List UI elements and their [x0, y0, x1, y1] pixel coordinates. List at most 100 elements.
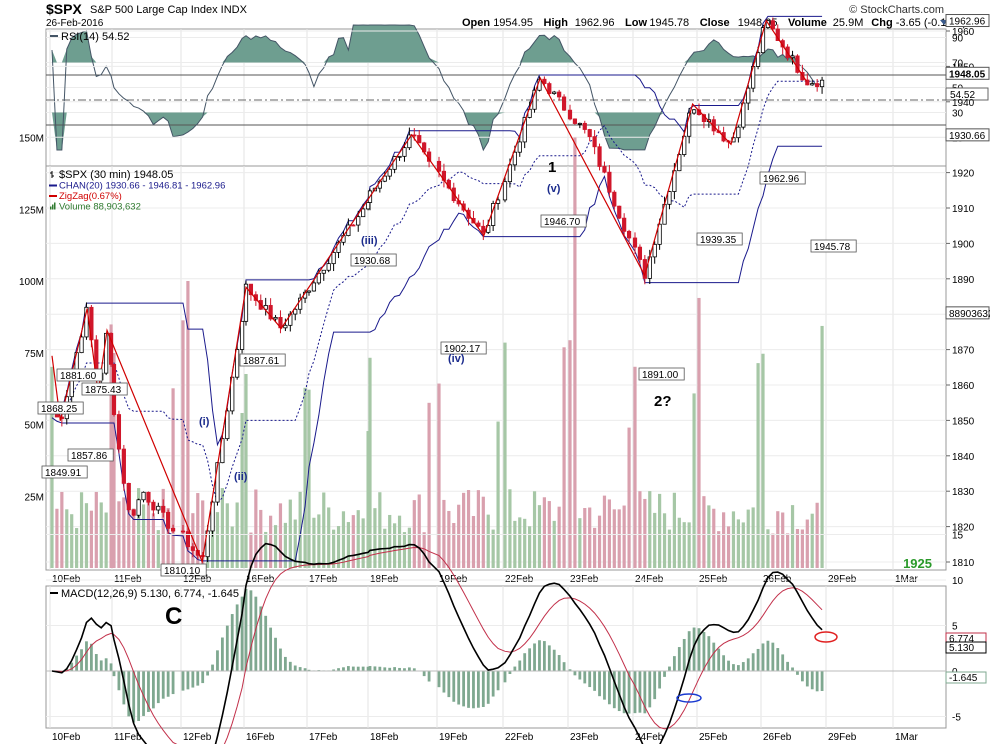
volume-bar: [303, 387, 307, 568]
macd-hist-bar: [800, 671, 804, 682]
pivot-label-box: [67, 448, 114, 462]
price-tick-label: 1940: [952, 98, 975, 109]
volume-bar: [317, 514, 321, 568]
macd-wave-letter: C: [165, 603, 182, 630]
volume-bar: [166, 508, 170, 568]
macd-hist-bar: [283, 656, 287, 671]
candle-body: [736, 126, 741, 139]
volume-bar: [677, 517, 681, 568]
macd-frame: [45, 585, 947, 729]
macd-hist-bar: [403, 668, 406, 671]
candle-body: [677, 154, 682, 172]
macd-hist-bar: [578, 671, 582, 680]
macd-hist-bar: [547, 645, 551, 671]
candle-body: [116, 414, 122, 450]
x-axis-lower: 10Feb 11Feb 12Feb 16Feb 17Feb 18Feb 19Feb 22Feb…: [52, 732, 918, 743]
candle-body: [151, 501, 156, 511]
macd-hist-bar: [293, 665, 297, 671]
pivot-label: 1945.78: [814, 242, 851, 253]
candle-body: [356, 216, 361, 226]
price-tick-label: 1870: [952, 346, 975, 357]
price-badge-text: 1930.66: [949, 131, 986, 142]
macd-hist-bar: [279, 648, 282, 671]
volume-bar: [653, 512, 657, 568]
candle-body: [239, 320, 245, 350]
volume-bar: [60, 491, 64, 568]
volume-bar: [800, 529, 804, 568]
volume-bar: [388, 514, 392, 568]
macd-hist-bar: [201, 671, 205, 684]
volume-bar: [79, 492, 84, 568]
price-tick-label: 1910: [952, 204, 975, 215]
macd-hist-bar: [89, 643, 93, 671]
candle-body: [436, 160, 442, 172]
candle-body: [587, 129, 592, 138]
volume-icon: [50, 206, 52, 210]
macd-legend-text: MACD(12,26,9) 5.130, 6.774, -1.645: [61, 588, 239, 600]
candle-body: [131, 509, 136, 516]
rsi-tick-label: 30: [952, 109, 964, 120]
macd-hist-bar: [476, 671, 480, 708]
candle-body: [577, 122, 582, 125]
candle-body: [235, 349, 240, 378]
rsi-legend: RSI(14) 54.52: [50, 31, 129, 43]
macd-hist-bar: [94, 654, 98, 671]
candle-body: [161, 505, 166, 513]
volume-bar: [486, 514, 490, 568]
candle-body: [248, 283, 254, 296]
volume-bar: [687, 522, 691, 568]
macd-hist-bar: [109, 663, 113, 671]
x-tick-label: 23Feb: [570, 732, 599, 743]
ohlc-value-0: 1954.95: [493, 17, 533, 29]
candle-body: [321, 269, 326, 274]
volume-bar: [65, 509, 69, 568]
macd-hist-bar: [383, 667, 387, 671]
volume-bar: [717, 531, 721, 568]
candle-body: [626, 230, 632, 239]
volume-bar: [741, 522, 745, 568]
volume-bar: [692, 393, 696, 568]
ohlc-label-0: Open: [462, 17, 490, 29]
macd-hist-bar: [796, 671, 799, 675]
macd-hist-bar: [607, 671, 611, 705]
candle-body: [361, 208, 366, 218]
macd-hist-bar: [672, 656, 676, 671]
volume-bar: [346, 522, 350, 568]
ohlc-label-2: Low: [625, 17, 647, 29]
pivot-label: 1939.35: [700, 235, 737, 246]
macd-hist-bar: [161, 671, 165, 699]
macd-badge: [945, 671, 987, 684]
macd-tick-label: 5: [952, 622, 958, 633]
volume-tick-label: 125M: [19, 205, 44, 216]
macd-hist-bar: [366, 666, 370, 671]
candle-body: [412, 134, 417, 137]
volume-bar: [491, 529, 495, 568]
macd-hist-bar: [122, 671, 126, 705]
volume-bar: [402, 532, 407, 568]
volume-bar: [781, 512, 785, 568]
macd-hist-bar: [220, 637, 224, 671]
volume-bar: [293, 519, 297, 568]
volume-bar: [471, 516, 476, 568]
volume-bar: [89, 510, 93, 568]
macd-hist-bar: [496, 671, 500, 691]
volume-bar: [327, 507, 331, 568]
macd-hist-bar: [761, 643, 765, 671]
macd-histogram: [46, 588, 946, 723]
pivot-label: 1930.68: [354, 256, 391, 267]
macd-hist-bar: [603, 671, 606, 700]
macd-hist-bar: [437, 671, 441, 688]
macd-hist-bar: [503, 671, 507, 683]
price-tick-label: 1960: [952, 27, 975, 38]
candle-body: [592, 136, 597, 148]
price-badge-text: 88903632: [949, 309, 990, 320]
macd-badge-text: 6.774: [949, 634, 974, 645]
price-badge: [945, 306, 990, 320]
volume-bar: [593, 527, 597, 568]
macd-hist-bar: [171, 671, 175, 695]
x-tick-label: 24Feb: [635, 732, 664, 743]
macd-hist-bar: [137, 671, 141, 721]
volume-bar: [230, 526, 234, 568]
pivot-label-box: [759, 171, 806, 185]
